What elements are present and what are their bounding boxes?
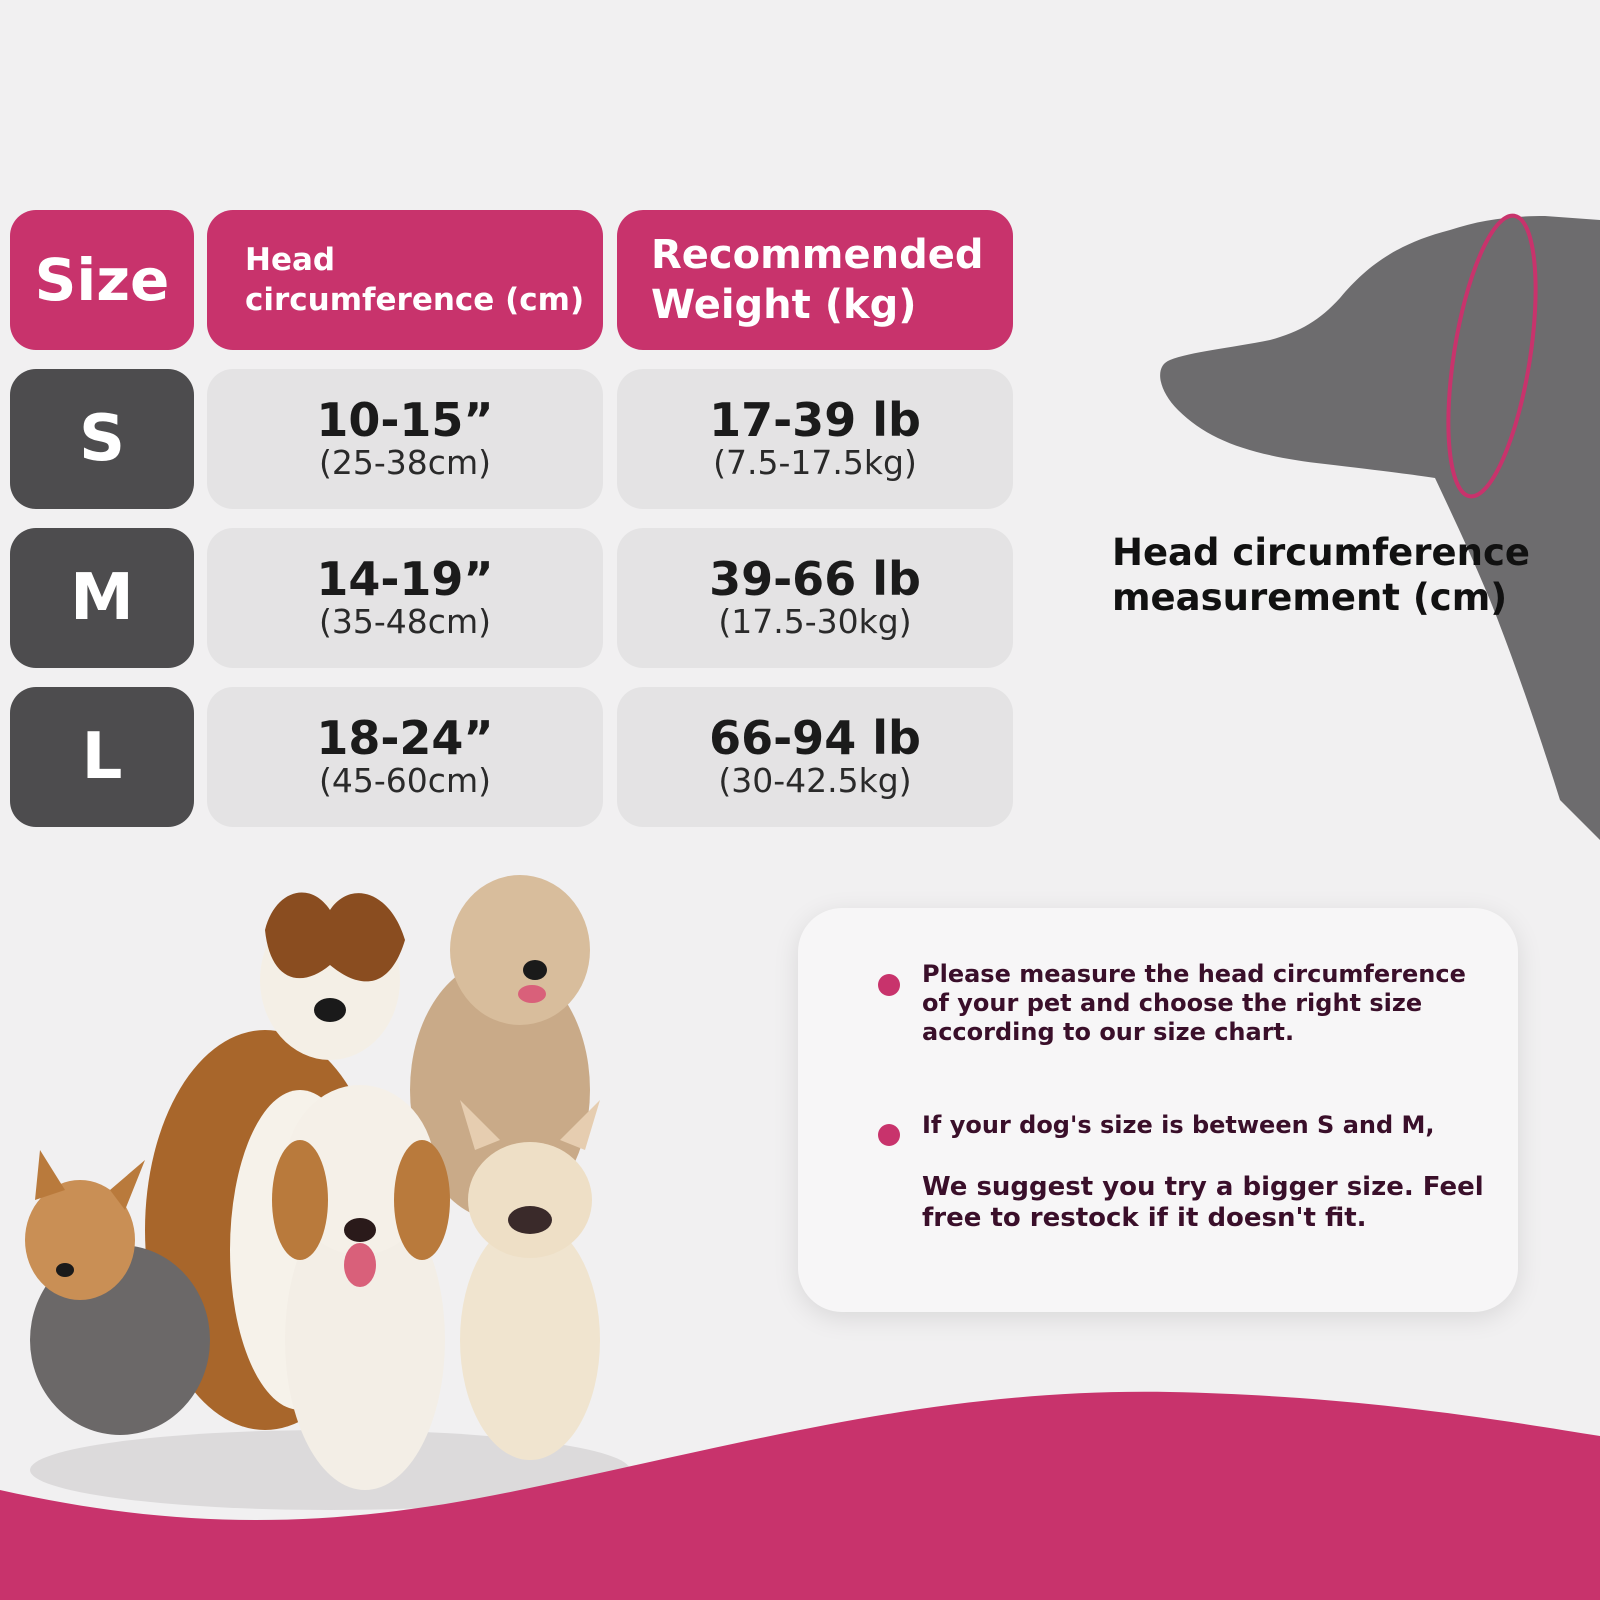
note-bullet-icon bbox=[878, 1124, 900, 1146]
weight-kg: (17.5-30kg) bbox=[718, 602, 912, 642]
head-inches: 14-19” bbox=[316, 551, 494, 606]
head-cell-s: 10-15” (25-38cm) bbox=[207, 369, 603, 509]
head-cm: (35-48cm) bbox=[319, 602, 491, 642]
group-of-dogs-photo bbox=[25, 875, 630, 1510]
head-cell-l: 18-24” (45-60cm) bbox=[207, 687, 603, 827]
weight-cell-l: 66-94 lb (30-42.5kg) bbox=[617, 687, 1013, 827]
note2-line2: We suggest you try a bigger size. Feel bbox=[922, 1172, 1484, 1202]
weight-cell-m: 39-66 lb (17.5-30kg) bbox=[617, 528, 1013, 668]
header-head-line2: circumference (cm) bbox=[245, 282, 585, 318]
head-cell-m: 14-19” (35-48cm) bbox=[207, 528, 603, 668]
note1-line2: of your pet and choose the right size bbox=[922, 989, 1423, 1017]
header-head-circumference: Head circumference (cm) bbox=[207, 210, 603, 350]
header-size: Size bbox=[10, 210, 194, 350]
header-weight-line2: Weight (kg) bbox=[651, 282, 917, 328]
weight-lb: 66-94 lb bbox=[709, 710, 921, 765]
bottom-wave-decoration bbox=[0, 1391, 1600, 1600]
weight-lb: 17-39 lb bbox=[709, 392, 921, 447]
header-weight-line1: Recommended bbox=[651, 232, 984, 278]
note-bigger-size: We suggest you try a bigger size. Feel f… bbox=[922, 1172, 1484, 1234]
measurement-line1: Head circumference bbox=[1112, 531, 1530, 574]
size-label: S bbox=[78, 402, 126, 476]
note-measure-head: Please measure the head circumference of… bbox=[922, 960, 1466, 1047]
head-inches: 18-24” bbox=[316, 710, 494, 765]
size-cell-m: M bbox=[10, 528, 194, 668]
note1-line1: Please measure the head circumference bbox=[922, 960, 1466, 988]
weight-cell-s: 17-39 lb (7.5-17.5kg) bbox=[617, 369, 1013, 509]
head-inches: 10-15” bbox=[316, 392, 494, 447]
header-recommended-weight: Recommended Weight (kg) bbox=[617, 210, 1013, 350]
note-bullet-icon bbox=[878, 974, 900, 996]
size-cell-s: S bbox=[10, 369, 194, 509]
head-cm: (45-60cm) bbox=[319, 761, 491, 801]
header-size-label: Size bbox=[34, 246, 170, 314]
note2-line3: free to restock if it doesn't fit. bbox=[922, 1203, 1367, 1233]
weight-kg: (30-42.5kg) bbox=[718, 761, 912, 801]
size-label: L bbox=[81, 720, 123, 794]
header-head-line1: Head bbox=[245, 242, 336, 278]
dog-head-silhouette-icon bbox=[1160, 213, 1600, 840]
size-cell-l: L bbox=[10, 687, 194, 827]
weight-lb: 39-66 lb bbox=[709, 551, 921, 606]
notes-card: Please measure the head circumference of… bbox=[798, 908, 1518, 1312]
note1-line3: according to our size chart. bbox=[922, 1018, 1295, 1046]
size-label: M bbox=[70, 561, 134, 635]
note-size-between: If your dog's size is between S and M, bbox=[922, 1111, 1435, 1140]
measurement-caption: Head circumference measurement (cm) bbox=[1112, 530, 1530, 620]
head-cm: (25-38cm) bbox=[319, 443, 491, 483]
note2-line1: If your dog's size is between S and M, bbox=[922, 1111, 1435, 1139]
weight-kg: (7.5-17.5kg) bbox=[713, 443, 917, 483]
measurement-line2: measurement (cm) bbox=[1112, 576, 1508, 619]
